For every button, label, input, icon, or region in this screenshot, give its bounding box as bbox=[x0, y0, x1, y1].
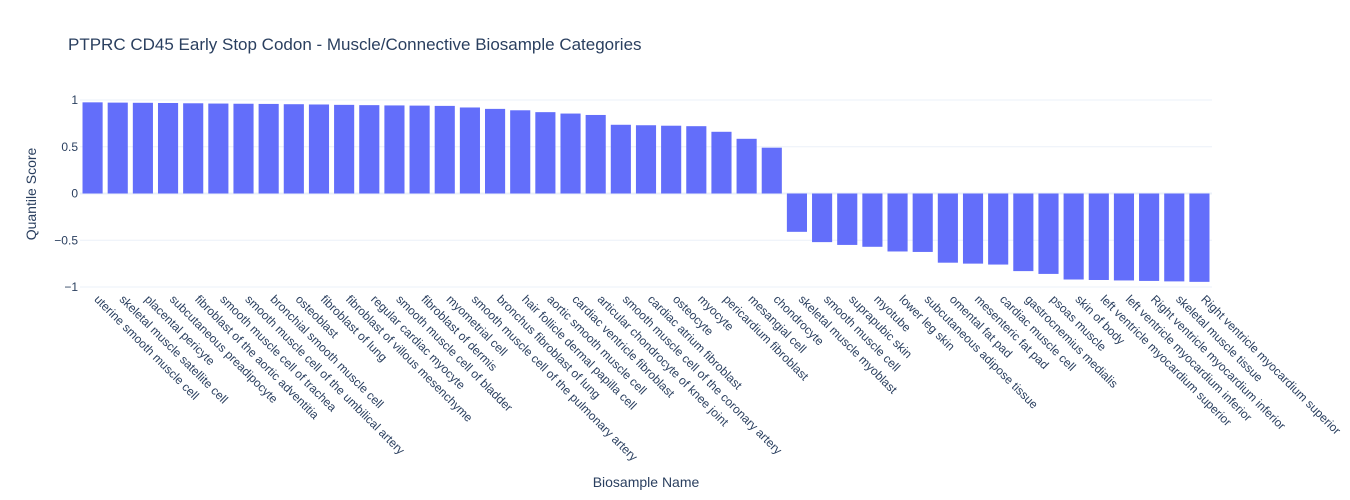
bar[interactable] bbox=[560, 113, 581, 194]
bar[interactable] bbox=[1088, 193, 1109, 280]
bar[interactable] bbox=[1189, 193, 1210, 282]
bar[interactable] bbox=[635, 125, 657, 194]
bar[interactable] bbox=[962, 193, 984, 264]
bar[interactable] bbox=[384, 105, 405, 194]
y-tick-label: 0 bbox=[71, 187, 78, 201]
bar[interactable] bbox=[937, 193, 958, 263]
bar[interactable] bbox=[434, 105, 455, 194]
x-axis-title: Biosample Name bbox=[593, 474, 700, 490]
bar[interactable] bbox=[988, 193, 1009, 265]
y-tick-label: 1 bbox=[71, 93, 78, 107]
bar[interactable] bbox=[585, 114, 606, 194]
y-tick-label: −0.5 bbox=[54, 233, 78, 247]
bar[interactable] bbox=[1013, 193, 1034, 272]
bar[interactable] bbox=[485, 108, 506, 194]
bar[interactable] bbox=[132, 102, 153, 194]
bar[interactable] bbox=[283, 104, 304, 194]
bar[interactable] bbox=[183, 103, 204, 194]
bar[interactable] bbox=[912, 193, 933, 252]
bar[interactable] bbox=[535, 112, 556, 194]
bar[interactable] bbox=[510, 110, 531, 194]
bar[interactable] bbox=[107, 102, 128, 194]
bar[interactable] bbox=[837, 193, 858, 245]
bar[interactable] bbox=[761, 147, 782, 194]
bar[interactable] bbox=[409, 105, 430, 194]
bar[interactable] bbox=[736, 138, 757, 194]
bar[interactable] bbox=[1139, 193, 1160, 281]
bar[interactable] bbox=[157, 102, 179, 194]
bar[interactable] bbox=[1038, 193, 1059, 274]
bar[interactable] bbox=[887, 193, 908, 252]
bar[interactable] bbox=[359, 105, 380, 194]
bar[interactable] bbox=[1113, 193, 1135, 281]
bar[interactable] bbox=[82, 102, 103, 194]
bar[interactable] bbox=[610, 124, 631, 194]
bar[interactable] bbox=[711, 131, 732, 194]
bar[interactable] bbox=[862, 193, 883, 247]
bar[interactable] bbox=[308, 104, 330, 194]
bar[interactable] bbox=[258, 103, 279, 194]
bar[interactable] bbox=[661, 125, 682, 194]
bar[interactable] bbox=[1063, 193, 1084, 280]
y-tick-label: −1 bbox=[64, 280, 78, 294]
y-axis-ticks: 1 0.5 0 −0.5 −1 bbox=[54, 93, 78, 294]
bar[interactable] bbox=[459, 107, 480, 194]
bar[interactable] bbox=[233, 103, 254, 194]
bar[interactable] bbox=[686, 126, 707, 194]
bar[interactable] bbox=[812, 193, 833, 243]
bar-layer bbox=[82, 102, 1210, 282]
bar[interactable] bbox=[1164, 193, 1185, 282]
chart-title: PTPRC CD45 Early Stop Codon - Muscle/Con… bbox=[68, 35, 642, 54]
bar[interactable] bbox=[786, 193, 807, 232]
bar[interactable] bbox=[334, 104, 355, 194]
y-axis-title: Quantile Score bbox=[23, 147, 39, 240]
bar[interactable] bbox=[208, 103, 229, 194]
y-tick-label: 0.5 bbox=[61, 140, 78, 154]
